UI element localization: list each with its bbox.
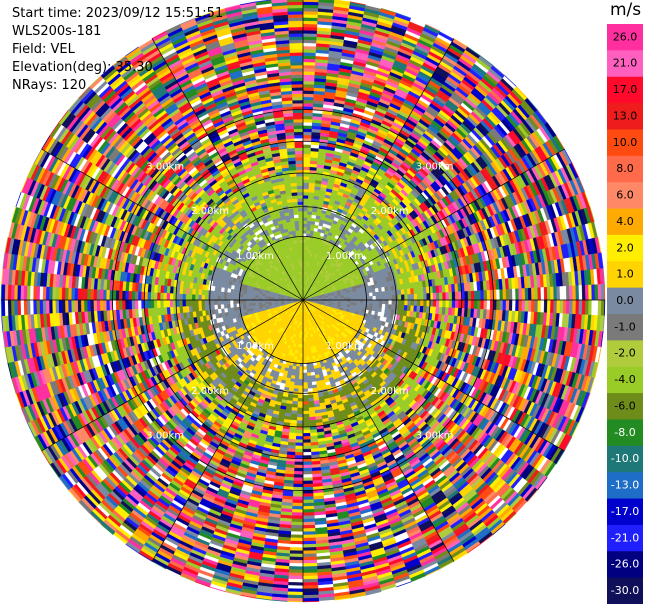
azimuth-spoke [151, 38, 304, 301]
colorbar-swatch [607, 50, 643, 78]
colorbar-swatch [607, 340, 643, 368]
colorbar-tick-label: 4.0 [616, 215, 634, 228]
colorbar-tick-label: 0.0 [616, 294, 634, 307]
azimuth-spoke [151, 299, 304, 562]
colorbar-swatch [607, 155, 643, 183]
colorbar-swatch [607, 419, 643, 447]
range-rings [1, 0, 605, 602]
colorbar-swatch [607, 261, 643, 289]
colorbar-tick-label: -17.0 [611, 505, 639, 518]
colorbar-swatch [607, 524, 643, 552]
colorbar-tick-label: 1.0 [616, 268, 634, 281]
colorbar-tick-label: 26.0 [613, 30, 638, 43]
colorbar-swatch [607, 287, 643, 315]
colorbar-tick-label: 2.0 [616, 241, 634, 254]
field-label: Field: VEL [12, 42, 75, 57]
colorbar-tick-label: -26.0 [611, 558, 639, 571]
colorbar-swatch [607, 393, 643, 420]
colorbar-swatch [607, 208, 643, 236]
colorbar-swatch [607, 551, 643, 579]
range-label: 1.00km [236, 251, 274, 262]
range-label: 1.00km [236, 341, 274, 352]
colorbar-tick-label: -13.0 [611, 479, 639, 492]
range-label: 3.00km [416, 161, 454, 172]
azimuth-spoke [41, 299, 304, 452]
colorbar-unit: m/s [610, 0, 641, 20]
range-label: 3.00km [146, 161, 184, 172]
colorbar-swatch [607, 314, 643, 341]
colorbar-swatch [607, 234, 643, 262]
colorbar-swatch [607, 577, 643, 604]
colorbar-swatch [607, 103, 643, 130]
range-label: 1.00km [326, 341, 364, 352]
range-label: 3.00km [416, 431, 454, 442]
colorbar-swatch [607, 366, 643, 394]
azimuth-spoke [302, 299, 455, 562]
colorbar-tick-label: 6.0 [616, 189, 634, 202]
colorbar-tick-label: -6.0 [614, 399, 635, 412]
colorbar-tick-label: -4.0 [614, 373, 635, 386]
colorbar: 26.0 21.0 17.0 13.0 10.0 8.0 6.0 4.0 2.0 1.0 0.0 -1… [607, 24, 643, 604]
start-time-label: Start time: 2023/09/12 15:51:51 [12, 6, 223, 21]
colorbar-swatch [607, 445, 643, 473]
azimuth-spoke [302, 38, 455, 301]
colorbar-tick-label: 8.0 [616, 162, 634, 175]
range-label: 2.00km [371, 206, 409, 217]
colorbar-swatch [607, 129, 643, 157]
ppi-plot: 1.00km 2.00km 3.00km 1.00km 2.00km 3.00km 1.00… [0, 0, 606, 603]
colorbar-tick-label: -10.0 [611, 452, 639, 465]
colorbar-tick-label: -30.0 [611, 584, 639, 597]
colorbar-tick-label: -8.0 [614, 426, 635, 439]
azimuth-spoke [302, 299, 565, 452]
colorbar-tick-label: -1.0 [614, 320, 635, 333]
colorbar-tick-label: 17.0 [613, 83, 638, 96]
azimuth-spoke [41, 148, 304, 301]
colorbar-tick-label: -2.0 [614, 347, 635, 360]
elevation-label: Elevation(deg): 35.30 [12, 60, 153, 75]
colorbar-tick-label: 13.0 [613, 109, 638, 122]
nrays-label: NRays: 120 [12, 78, 86, 93]
colorbar-tick-label: 10.0 [613, 136, 638, 149]
range-label: 3.00km [146, 431, 184, 442]
colorbar-tick-label: 21.0 [613, 57, 638, 70]
ppi-gates [0, 0, 606, 603]
range-label: 1.00km [326, 251, 364, 262]
colorbar-swatch [607, 472, 643, 500]
instrument-label: WLS200s-181 [12, 24, 101, 39]
azimuth-spoke [302, 148, 565, 301]
range-label: 2.00km [191, 386, 229, 397]
colorbar-swatch [607, 498, 643, 526]
colorbar-swatch [607, 182, 643, 210]
range-label: 2.00km [191, 206, 229, 217]
colorbar-tick-label: -21.0 [611, 531, 639, 544]
colorbar-swatch [607, 24, 643, 51]
colorbar-swatch [607, 76, 643, 104]
range-label: 2.00km [371, 386, 409, 397]
